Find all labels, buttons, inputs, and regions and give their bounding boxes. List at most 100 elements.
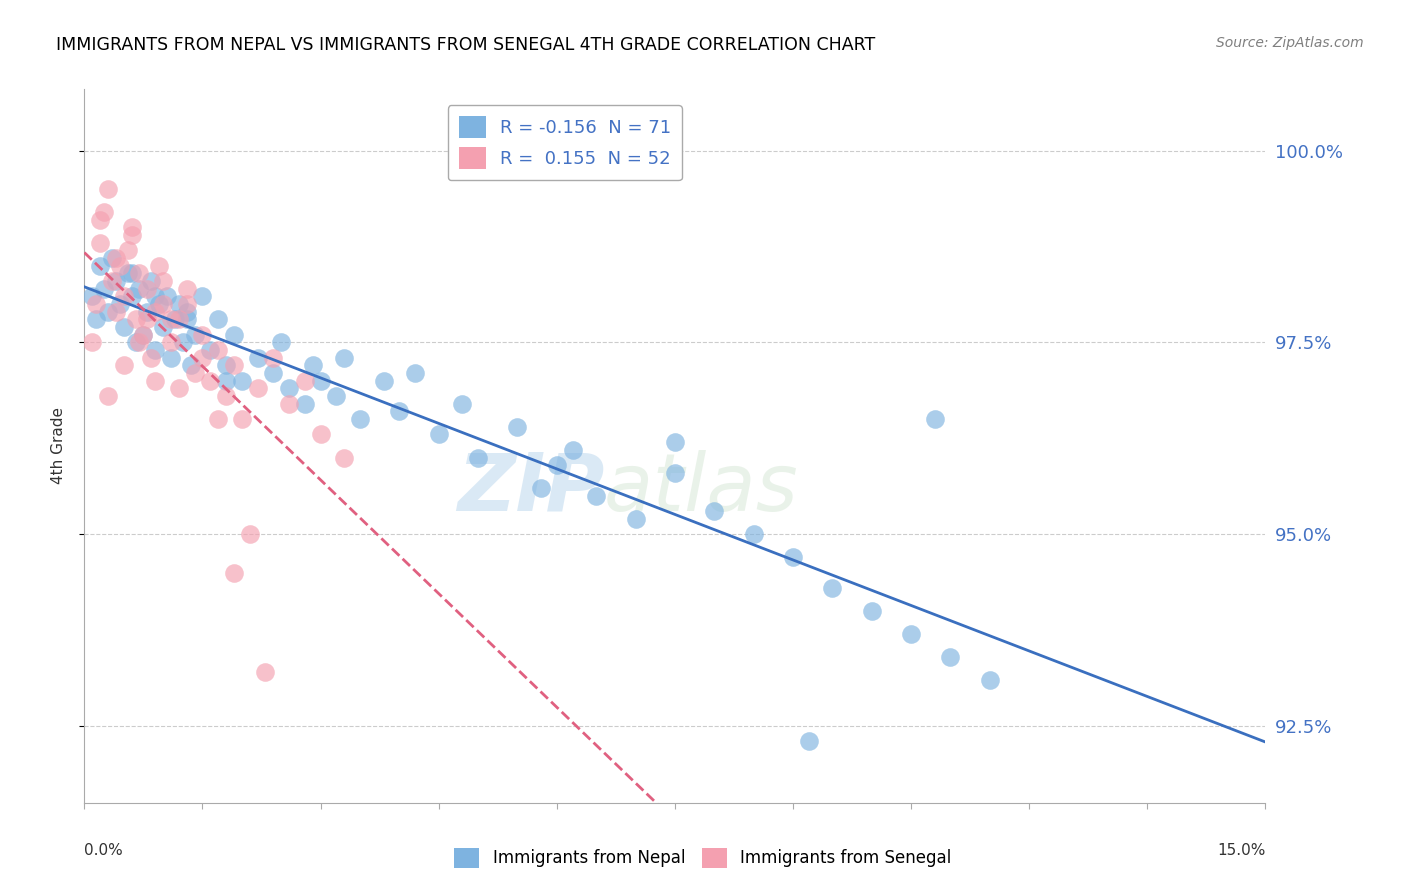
Point <box>451 397 474 411</box>
Point <box>121 289 143 303</box>
Point <box>278 381 301 395</box>
Point <box>200 374 222 388</box>
Point <box>136 304 159 318</box>
Point <box>124 335 146 350</box>
Point <box>160 351 183 365</box>
Point <box>121 266 143 280</box>
Point <box>89 235 111 250</box>
Point <box>200 343 222 357</box>
Point <box>112 359 135 373</box>
Point <box>143 343 166 357</box>
Point <box>373 374 395 388</box>
Point <box>93 205 115 219</box>
Point <box>176 297 198 311</box>
Text: atlas: atlas <box>605 450 799 528</box>
Point <box>104 251 127 265</box>
Point <box>167 297 190 311</box>
Legend: R = -0.156  N = 71, R =  0.155  N = 52: R = -0.156 N = 71, R = 0.155 N = 52 <box>447 105 682 180</box>
Point <box>160 335 183 350</box>
Point <box>231 412 253 426</box>
Point <box>101 251 124 265</box>
Point <box>821 581 844 595</box>
Point <box>108 259 131 273</box>
Point <box>148 259 170 273</box>
Point <box>152 297 174 311</box>
Text: 15.0%: 15.0% <box>1218 843 1265 858</box>
Point <box>278 397 301 411</box>
Point <box>207 412 229 426</box>
Point <box>207 343 229 357</box>
Text: ZIP: ZIP <box>457 450 605 528</box>
Point <box>163 312 186 326</box>
Point <box>93 282 115 296</box>
Point <box>467 450 489 465</box>
Point <box>128 266 150 280</box>
Point <box>84 297 107 311</box>
Point <box>215 389 238 403</box>
Text: IMMIGRANTS FROM NEPAL VS IMMIGRANTS FROM SENEGAL 4TH GRADE CORRELATION CHART: IMMIGRANTS FROM NEPAL VS IMMIGRANTS FROM… <box>56 36 876 54</box>
Point <box>664 435 686 450</box>
Point <box>176 312 198 326</box>
Point <box>172 335 194 350</box>
Point <box>89 212 111 227</box>
Point <box>191 327 214 342</box>
Point <box>270 335 292 350</box>
Point <box>191 351 214 365</box>
Point <box>176 304 198 318</box>
Point <box>141 274 163 288</box>
Point <box>561 442 583 457</box>
Point <box>143 374 166 388</box>
Point <box>222 327 245 342</box>
Point <box>136 282 159 296</box>
Point <box>136 312 159 326</box>
Point <box>388 404 411 418</box>
Point <box>143 304 166 318</box>
Point <box>294 374 316 388</box>
Point <box>979 673 1001 687</box>
Point <box>585 489 607 503</box>
Point <box>121 227 143 242</box>
Point <box>128 282 150 296</box>
Point <box>309 374 332 388</box>
Point <box>262 351 284 365</box>
Point <box>703 504 725 518</box>
Point <box>156 289 179 303</box>
Point <box>176 282 198 296</box>
Point <box>84 312 107 326</box>
Point <box>262 366 284 380</box>
Point <box>325 389 347 403</box>
Point <box>939 650 962 665</box>
Text: Source: ZipAtlas.com: Source: ZipAtlas.com <box>1216 36 1364 50</box>
Point <box>924 412 946 426</box>
Point <box>82 289 104 303</box>
Point <box>309 427 332 442</box>
Point <box>124 312 146 326</box>
Point <box>294 397 316 411</box>
Point <box>742 527 765 541</box>
Text: 0.0%: 0.0% <box>84 843 124 858</box>
Point <box>97 304 120 318</box>
Point <box>546 458 568 473</box>
Point <box>152 274 174 288</box>
Point <box>900 627 922 641</box>
Point <box>160 312 183 326</box>
Point <box>101 274 124 288</box>
Point <box>132 327 155 342</box>
Point <box>167 381 190 395</box>
Point <box>333 450 356 465</box>
Point <box>254 665 277 680</box>
Point <box>506 419 529 434</box>
Point <box>183 327 205 342</box>
Point <box>530 481 553 495</box>
Point <box>89 259 111 273</box>
Point <box>82 335 104 350</box>
Point <box>222 566 245 580</box>
Point <box>222 359 245 373</box>
Point <box>664 466 686 480</box>
Point <box>117 266 139 280</box>
Point <box>246 351 269 365</box>
Point <box>301 359 323 373</box>
Point <box>191 289 214 303</box>
Point <box>239 527 262 541</box>
Legend: Immigrants from Nepal, Immigrants from Senegal: Immigrants from Nepal, Immigrants from S… <box>447 841 959 875</box>
